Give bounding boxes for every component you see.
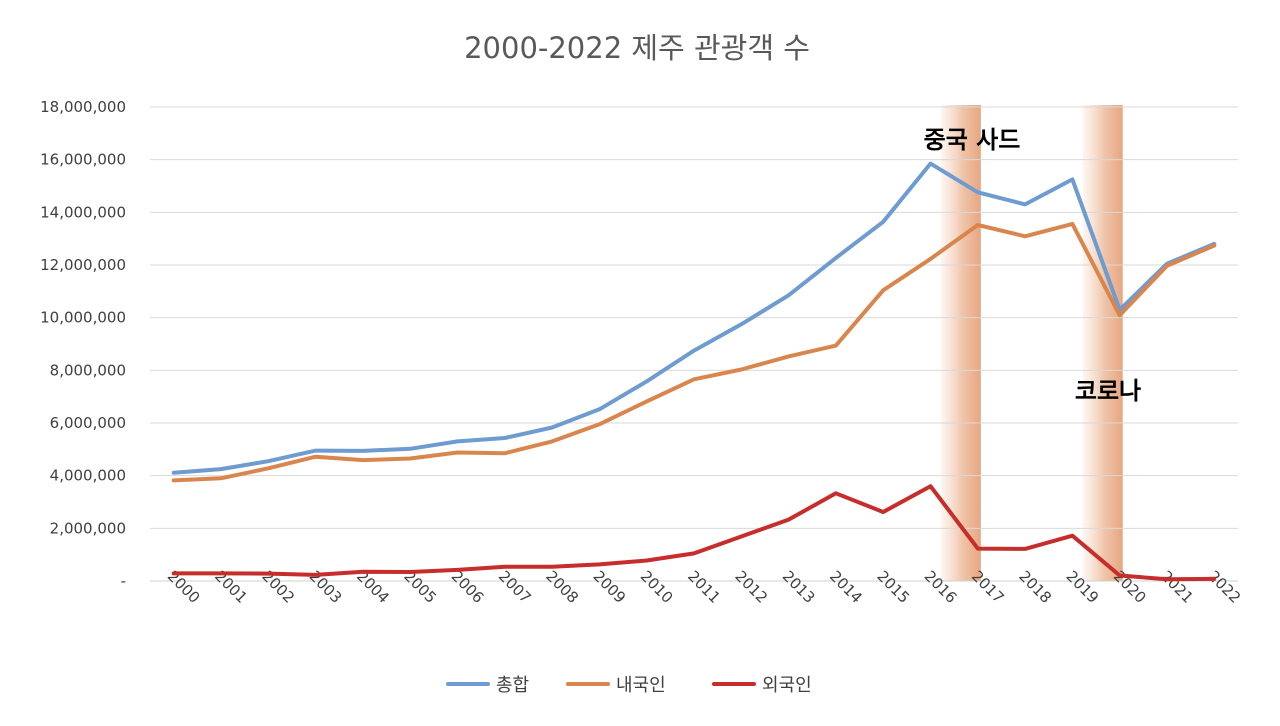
- x-tick-label: 2006: [448, 567, 488, 607]
- y-tick-label: 12,000,000: [40, 256, 126, 274]
- y-tick-label: 6,000,000: [50, 414, 126, 432]
- annotation-label: 중국 사드: [924, 126, 1021, 154]
- x-tick-label: 2022: [1205, 567, 1245, 607]
- series-line: [171, 484, 1217, 582]
- y-tick-label: 14,000,000: [40, 203, 126, 221]
- y-axis-ticks: - 2,000,000 4,000,000 6,000,000 8,000,000 10,…: [40, 98, 126, 590]
- legend-label: 총합: [496, 675, 529, 696]
- y-tick-label: 10,000,000: [40, 309, 126, 327]
- legend-label: 내국인: [616, 675, 666, 696]
- x-tick-label: 2010: [637, 567, 677, 607]
- chart-title: 2000-2022 제주 관광객 수: [464, 31, 810, 65]
- series-lines: [171, 161, 1217, 582]
- legend-item: 외국인: [712, 675, 812, 696]
- y-tick-label: -: [121, 572, 126, 590]
- series-line: [171, 161, 1217, 475]
- x-tick-label: 2012: [731, 567, 771, 607]
- highlight-band: [1082, 105, 1123, 581]
- y-tick-label: 18,000,000: [40, 98, 126, 116]
- y-tick-label: 8,000,000: [50, 361, 126, 379]
- x-tick-label: 2008: [542, 567, 582, 607]
- y-tick-label: 4,000,000: [50, 467, 126, 485]
- x-tick-label: 2015: [873, 567, 913, 607]
- highlight-bands: [940, 105, 1123, 581]
- y-tick-label: 16,000,000: [40, 151, 126, 169]
- x-tick-label: 2011: [684, 567, 724, 607]
- annotation-label: 코로나: [1075, 377, 1141, 405]
- x-tick-label: 2017: [968, 567, 1008, 607]
- legend-label: 외국인: [762, 675, 812, 696]
- legend-item: 내국인: [566, 675, 666, 696]
- x-tick-label: 2014: [826, 567, 866, 607]
- legend: 총합 내국인 외국인: [446, 675, 812, 696]
- x-tick-label: 2009: [590, 567, 630, 607]
- gridlines: [150, 106, 1238, 582]
- x-tick-label: 2013: [779, 567, 819, 607]
- legend-item: 총합: [446, 675, 529, 696]
- x-tick-label: 2007: [495, 567, 535, 607]
- x-tick-label: 2018: [1015, 567, 1055, 607]
- x-tick-label: 2021: [1157, 567, 1197, 607]
- series-line: [171, 221, 1217, 483]
- y-tick-label: 2,000,000: [50, 519, 126, 537]
